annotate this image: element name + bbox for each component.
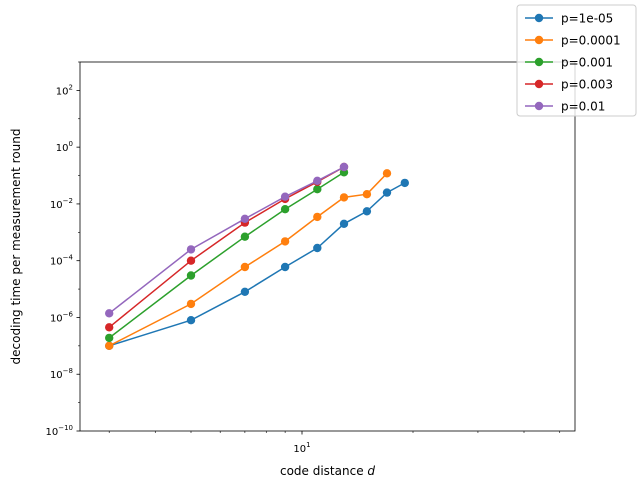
data-point [313, 176, 322, 185]
y-tick-base: 10 [56, 143, 69, 154]
legend-label: p=1e-05 [561, 12, 613, 26]
data-point [240, 262, 250, 272]
legend: p=1e-05 p=0.0001 p=0.001 p=0.003 p=0.01 [516, 4, 637, 117]
legend-label: p=0.0001 [561, 34, 621, 48]
data-point [186, 316, 196, 325]
y-tick-base: 10 [50, 200, 63, 211]
y-tick-exp: 0 [69, 140, 73, 148]
legend-entry: p=0.01 [525, 100, 605, 114]
plot-area [105, 162, 409, 350]
y-tick-exp: −4 [63, 254, 74, 262]
series-3 [105, 162, 349, 332]
data-point [280, 205, 290, 214]
y-tick-exp: −8 [63, 367, 73, 375]
y-tick-label: 100 [56, 140, 73, 154]
data-point [400, 178, 409, 188]
x-axis-label: code distance d [280, 464, 375, 478]
y-tick-exp: −6 [63, 310, 74, 318]
data-point [362, 207, 372, 216]
x-axis-label-main: code distance [280, 464, 367, 478]
legend-label: p=0.01 [561, 100, 605, 114]
y-tick-base: 10 [50, 257, 63, 268]
series-line [108, 166, 345, 328]
legend-marker [534, 35, 544, 45]
data-point [186, 256, 196, 265]
legend-label: p=0.003 [561, 78, 613, 92]
data-point [313, 243, 322, 253]
data-point [280, 262, 290, 272]
x-tick-base: 10 [293, 444, 306, 455]
y-tick-base: 10 [56, 86, 69, 97]
y-tick-base: 10 [50, 370, 63, 381]
y-tick-label: 102 [56, 83, 73, 97]
data-point [105, 333, 114, 343]
data-point [382, 169, 392, 178]
legend-label: p=0.001 [561, 56, 613, 70]
y-tick-label: 10−6 [50, 310, 74, 324]
y-axis-label: decoding time per measurement round [9, 129, 23, 365]
series-line [108, 171, 345, 339]
data-point [105, 341, 114, 350]
data-point [240, 214, 250, 223]
y-tick-base: 10 [45, 427, 58, 438]
data-point [240, 232, 250, 241]
data-point [313, 212, 322, 222]
data-point [313, 185, 322, 194]
y-tick-label: 10−2 [50, 197, 73, 211]
data-point [339, 219, 349, 228]
legend-entry: p=0.001 [525, 56, 613, 70]
series-0 [105, 178, 409, 350]
x-tick-label: 101 [293, 441, 310, 455]
data-point [186, 271, 196, 280]
legend-marker [534, 13, 544, 23]
y-tick-exp: −10 [58, 424, 73, 432]
legend-marker [534, 101, 544, 111]
x-tick-exp: 1 [306, 441, 310, 449]
y-tick-exp: −2 [63, 197, 73, 205]
legend-marker [534, 79, 544, 89]
data-point [362, 190, 372, 199]
plot-frame [79, 61, 576, 432]
data-point [105, 323, 114, 332]
data-point [105, 309, 114, 318]
y-tick-exp: 2 [69, 83, 73, 91]
series-1 [105, 169, 392, 350]
series-line [108, 166, 345, 314]
data-point [186, 245, 196, 254]
legend-box [516, 4, 637, 117]
y-tick-base: 10 [50, 313, 63, 324]
series-2 [105, 168, 349, 343]
legend-entry: p=0.003 [525, 78, 613, 92]
x-axis-label-var: d [367, 464, 375, 478]
data-point [280, 237, 290, 246]
y-tick-label: 10−4 [50, 254, 74, 268]
data-point [382, 188, 392, 197]
legend-entry: p=1e-05 [525, 12, 613, 26]
data-point [339, 162, 349, 172]
data-point [186, 299, 196, 309]
legend-entry: p=0.0001 [525, 34, 621, 48]
data-point [240, 287, 250, 296]
y-tick-label: 10−8 [50, 367, 73, 381]
legend-marker [534, 57, 544, 67]
y-tick-label: 10−10 [45, 424, 73, 438]
series-line [108, 182, 406, 347]
data-point [339, 193, 349, 202]
data-point [280, 192, 290, 201]
series-4 [105, 162, 349, 318]
